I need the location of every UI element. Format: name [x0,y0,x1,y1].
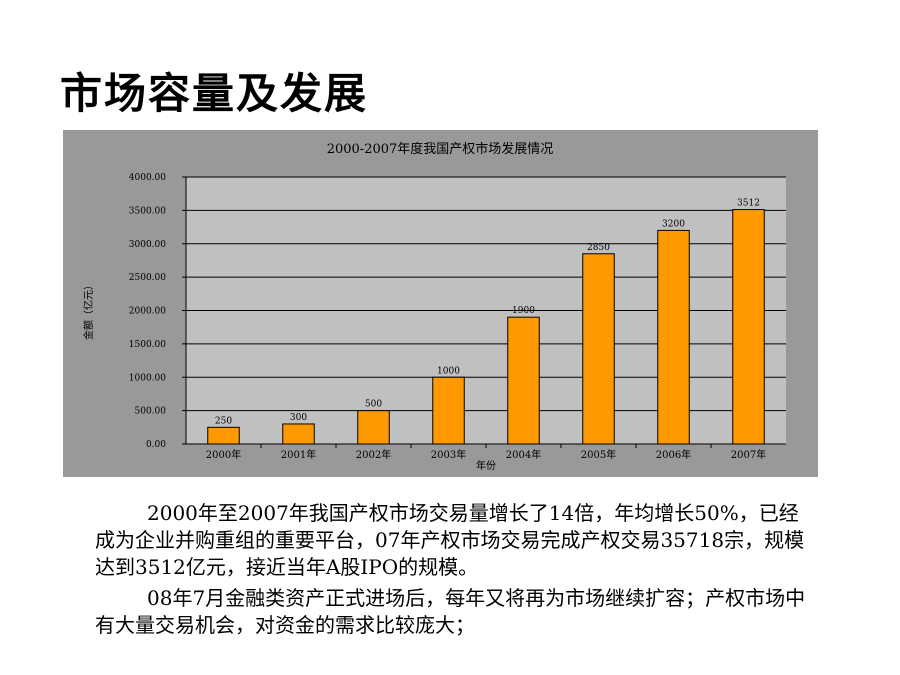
x-tick-label: 2005年 [581,448,616,461]
bar-data-label: 2850 [587,243,610,253]
bar [732,209,765,445]
chart-title: 2000-2007年度我国产权市场发展情况 [327,141,554,157]
bar [432,376,465,445]
paragraph-1: 2000年至2007年我国产权市场交易量增长了14倍，年均增长50%，已经成为企… [95,501,805,579]
chart-frame: 0.00 500.00 1000.00 1500.00 2000.00 2500.00 30… [63,130,818,477]
bar-data-label: 3512 [737,199,760,209]
y-tick-label: 2000.00 [129,307,166,317]
y-tick-label: 2500.00 [129,273,166,283]
x-tick-label: 2003年 [431,448,466,461]
y-tick-label: 3000.00 [129,240,166,250]
bar-data-label: 300 [290,413,307,423]
x-tick-label: 2004年 [506,448,541,461]
bar [282,423,315,445]
bar [582,253,615,445]
bar-chart: 0.00 500.00 1000.00 1500.00 2000.00 2500.00 30… [82,141,786,472]
x-tick-label: 2001年 [281,448,316,461]
x-tick-label: 2006年 [656,448,691,461]
y-axis: 0.00 500.00 1000.00 1500.00 2000.00 2500.00 30… [129,173,187,450]
bar-data-label: 3200 [662,219,685,229]
bar [357,410,390,445]
y-tick-label: 0.00 [146,440,166,450]
x-tick-label: 2007年 [731,448,766,461]
bar-data-label: 500 [365,400,382,410]
y-tick-label: 1000.00 [129,373,166,383]
y-tick-label: 1500.00 [129,340,166,350]
y-axis-title: 金额（亿元） [82,280,95,340]
bars: 250 300 500 1000 1900 2850 3200 3512 [207,199,765,445]
bar-data-label: 1900 [512,306,535,316]
x-tick-label: 2002年 [356,448,391,461]
body-text: 2000年至2007年我国产权市场交易量增长了14倍，年均增长50%，已经成为企… [95,500,815,643]
bar-data-label: 1000 [437,366,460,376]
bar [507,316,540,445]
x-tick-label: 2000年 [206,448,241,461]
bar-data-label: 250 [215,416,232,426]
paragraph-2: 08年7月金融类资产正式进场后，每年又将再为市场继续扩容；产权市场中有大量交易机… [95,586,806,637]
bar [657,229,690,445]
x-axis: 2000年 2001年 2002年 2003年 2004年 2005年 2006年 2007年 [186,443,786,461]
slide-title: 市场容量及发展 [60,69,369,118]
y-tick-label: 3500.00 [129,206,166,216]
gridlines [186,176,786,412]
x-axis-title: 年份 [476,459,496,472]
y-tick-label: 500.00 [135,407,167,417]
y-tick-label: 4000.00 [129,173,166,183]
bar [207,426,240,445]
